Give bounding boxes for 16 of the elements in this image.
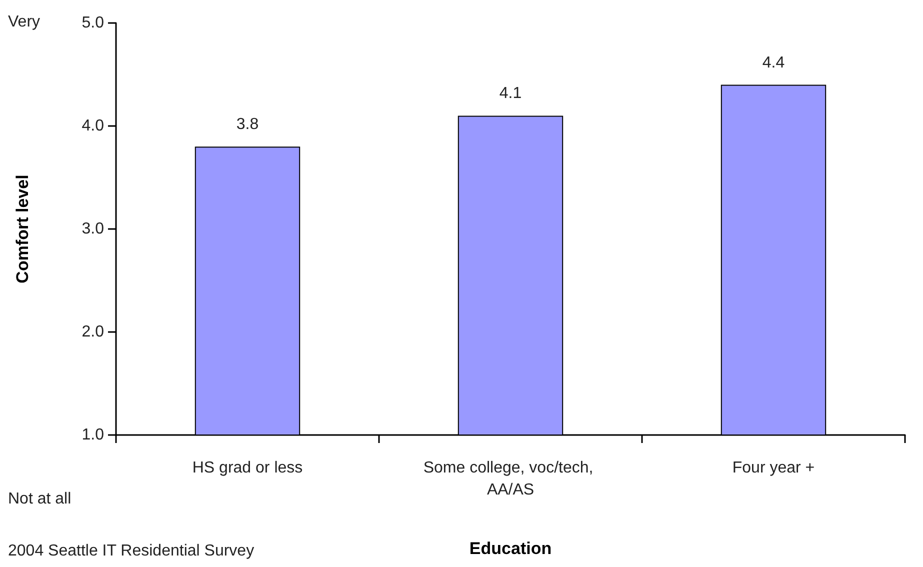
y-tick-label: 3.0 (82, 220, 104, 238)
text: Very (8, 14, 40, 30)
text: 2004 Seattle IT Residential Survey (8, 542, 254, 560)
data-label: 3.8 (236, 116, 259, 134)
text: Not at all (8, 490, 72, 508)
data-label: 4.4 (762, 54, 785, 72)
y-tick-label: 1.0 (82, 426, 104, 444)
y-tick-label: 2.0 (82, 324, 104, 340)
x-tick-label: HS grad or less (192, 460, 303, 476)
y-axis-title: Comfort level (13, 174, 32, 284)
x-tick-label: Four year + (732, 460, 815, 476)
x-tick-label: Some college, voc/tech, AA/AS (423, 460, 598, 498)
x-axis-title: Education (469, 539, 552, 558)
y-tick-label: 4.0 (82, 118, 104, 134)
y-tick-label: 5.0 (82, 14, 104, 32)
data-label: 4.1 (499, 85, 522, 102)
